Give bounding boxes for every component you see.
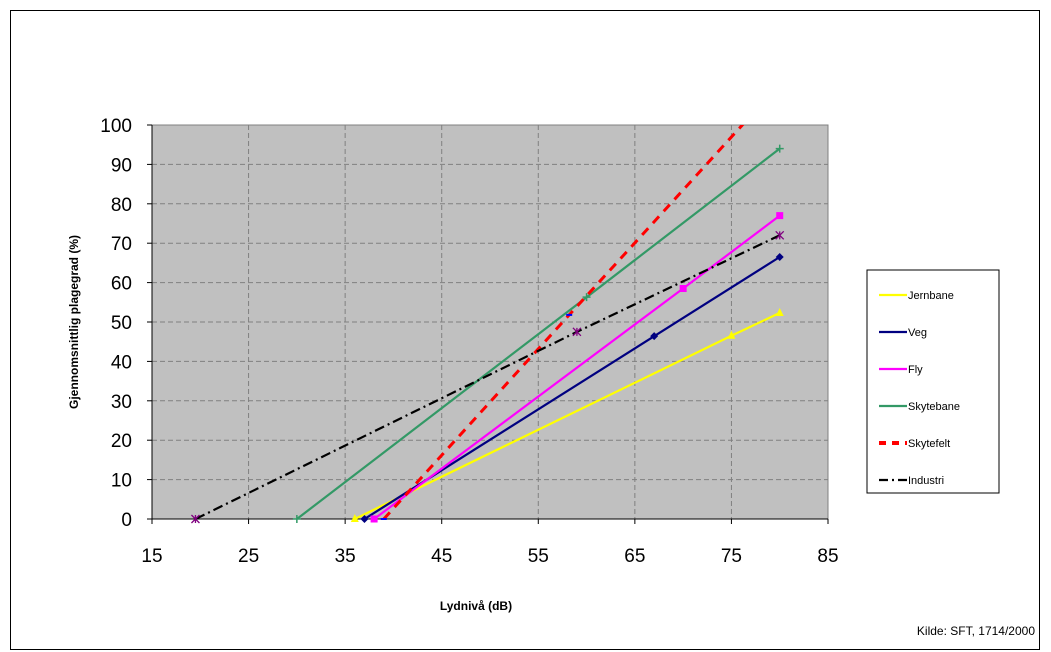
point-marker: [775, 230, 785, 240]
point-marker: [775, 307, 784, 316]
point-marker: [776, 212, 784, 220]
plot-area: [151, 124, 829, 520]
y-tick-label: 60: [111, 274, 132, 295]
y-tick-label: 90: [111, 155, 132, 176]
y-tick-label: 40: [111, 352, 132, 373]
series-skytefelt: [380, 125, 745, 520]
point-marker: [292, 515, 301, 523]
point-marker: [727, 330, 736, 339]
series-skytebane: [292, 144, 784, 523]
legend-label: Fly: [908, 364, 923, 376]
legend-label: Skytebane: [908, 401, 960, 413]
axes: 0 10 20 30 40 50 60 70 80 90 100 15 25 35 45 55 65 75 85: [100, 116, 838, 567]
y-tick-label: 10: [111, 471, 132, 492]
point-marker: [679, 285, 687, 293]
series-fly: [370, 212, 784, 523]
series-veg: [360, 252, 784, 523]
x-tick-label: 25: [238, 546, 259, 567]
x-tick-label: 85: [817, 546, 838, 567]
y-tick-label: 100: [100, 116, 132, 137]
y-tick-label: 50: [111, 313, 132, 334]
point-marker: [350, 514, 359, 522]
point-marker: [775, 252, 784, 261]
x-tick-label: 45: [431, 546, 452, 567]
x-tick-label: 65: [624, 546, 645, 567]
legend-label: Veg: [908, 327, 927, 339]
point-marker: [582, 293, 591, 302]
series-jernbane: [350, 307, 784, 522]
point-marker: [190, 514, 200, 524]
x-axis-label: Lydnivå (dB): [440, 599, 512, 613]
point-marker: [650, 332, 659, 341]
series-lines: [190, 125, 785, 524]
y-tick-label: 0: [121, 510, 132, 531]
y-tick-label: 20: [111, 431, 132, 452]
y-tick-label: 30: [111, 392, 132, 413]
x-tick-label: 75: [721, 546, 742, 567]
point-marker: [775, 144, 784, 153]
point-marker: [360, 515, 369, 523]
legend-label: Skytefelt: [908, 438, 950, 450]
point-marker: [370, 515, 378, 523]
legend-box: [866, 269, 1000, 494]
x-tick-label: 55: [528, 546, 549, 567]
legend-label: Industri: [908, 475, 944, 487]
legend: Jernbane Veg Fly Skytebane Skytefelt Industri: [866, 269, 1000, 494]
source-note: Kilde: SFT, 1714/2000: [916, 624, 1035, 638]
y-axis-label: Gjennomsnittlig plagegrad (%): [67, 235, 81, 409]
point-marker: [572, 327, 582, 337]
y-tick-label: 80: [111, 195, 132, 216]
legend-label: Jernbane: [908, 290, 954, 302]
y-tick-label: 70: [111, 234, 132, 255]
x-tick-label: 35: [335, 546, 356, 567]
x-tick-label: 15: [141, 546, 162, 567]
series-industri: [190, 230, 785, 524]
